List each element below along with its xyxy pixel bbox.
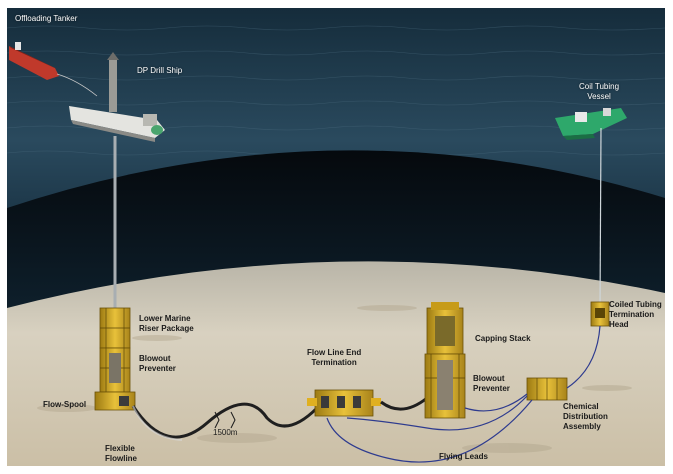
- label-flying-leads: Flying Leads: [439, 452, 488, 461]
- flow-line-end-termination: [307, 389, 381, 417]
- label-blowout-preventer-right: Blowout Preventer: [473, 374, 510, 393]
- flowline-break-marks: [214, 411, 236, 429]
- capping-stack-bop: [424, 302, 466, 419]
- label-coil-tubing-vessel: Coil Tubing Vessel: [579, 82, 620, 101]
- label-distance-marker: 1500m: [213, 428, 238, 437]
- seabed-texture: [37, 305, 632, 453]
- jumper-flowline: [380, 396, 428, 411]
- coiled-tubing-termination-head: [590, 301, 610, 327]
- label-coiled-tubing-termination-head: Coiled Tubing Termination Head: [609, 300, 662, 329]
- dp-drill-ship: [69, 52, 165, 142]
- label-flow-spool: Flow-Spool: [43, 400, 87, 409]
- label-flow-line-end-termination: Flow Line End Termination: [307, 348, 362, 367]
- label-lower-marine-riser-package: Lower Marine Riser Package: [139, 314, 194, 333]
- chemical-distribution-assembly: [526, 377, 568, 401]
- flying-leads: [326, 325, 601, 463]
- scene-illustration: [7, 8, 665, 466]
- flexible-flowline: [131, 402, 319, 439]
- coiled-tubing: [599, 127, 602, 309]
- label-offloading-tanker: Offloading Tanker: [15, 14, 78, 23]
- label-chemical-distribution-assembly: Chemical Distribution Assembly: [563, 402, 608, 431]
- seabed: [7, 261, 665, 466]
- offloading-tanker: [9, 42, 98, 97]
- subsea-scene: Offloading Tanker DP Drill Ship Coil Tub…: [7, 8, 665, 466]
- label-dp-drill-ship: DP Drill Ship: [137, 66, 183, 75]
- label-capping-stack: Capping Stack: [475, 334, 531, 343]
- label-flexible-flowline: Flexible Flowline: [105, 444, 137, 463]
- label-blowout-preventer-left: Blowout Preventer: [139, 354, 176, 373]
- coil-tubing-vessel: [555, 108, 627, 140]
- lmrp-bop-stack: [94, 307, 136, 411]
